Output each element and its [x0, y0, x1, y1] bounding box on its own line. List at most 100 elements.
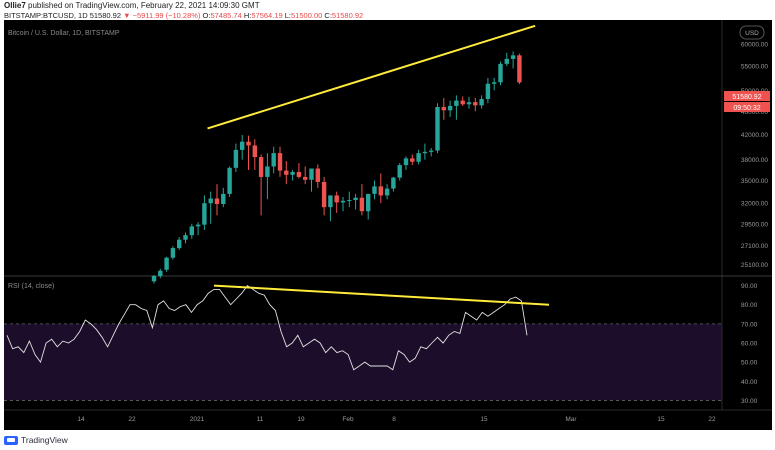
- candle-body: [397, 165, 402, 178]
- price-tick-label: 25100.00: [741, 262, 768, 269]
- time-tick-label: 19: [297, 416, 305, 423]
- price-tick-label: 27100.00: [741, 243, 768, 250]
- candle-body: [429, 150, 434, 152]
- candle-body: [158, 270, 163, 276]
- candle-body: [403, 158, 409, 166]
- chart-svg[interactable]: 60000.0055000.0050000.0046000.0042000.00…: [4, 20, 772, 430]
- candle-body: [447, 105, 453, 111]
- time-tick-label: 15: [480, 416, 488, 423]
- candle-body: [189, 226, 194, 236]
- chart-title: Bitcoin / U.S. Dollar, 1D, BITSTAMP: [8, 30, 120, 37]
- open-label: O:: [202, 11, 211, 20]
- candle-body: [240, 141, 245, 150]
- price-tick-label: 55000.00: [741, 64, 768, 71]
- open-value: 57485.74: [210, 11, 242, 20]
- price-change: ▼ −5911.99 (−10.28%): [123, 11, 201, 20]
- candle-body: [504, 58, 509, 64]
- time-tick-label: 15: [657, 416, 665, 423]
- candle-body: [391, 177, 396, 189]
- candle-body: [378, 186, 383, 196]
- tradingview-icon: [4, 435, 18, 445]
- published-text: published on TradingView.com, February 2…: [28, 1, 260, 10]
- publication-line: Ollie7 published on TradingView.com, Feb…: [4, 1, 260, 10]
- candle-body: [372, 186, 377, 194]
- candle-body: [290, 171, 295, 175]
- last-price: 51580.92: [89, 11, 122, 20]
- candle-body: [195, 224, 201, 227]
- rsi-tick-label: 60.00: [741, 341, 758, 348]
- last-price-tag: 51580.92 09:50:32: [724, 91, 770, 112]
- time-tick-label: 2021: [190, 416, 205, 423]
- candle-body: [466, 102, 472, 105]
- candle-body: [309, 168, 314, 180]
- candle-body: [353, 197, 358, 201]
- currency-label: USD: [745, 30, 759, 37]
- rsi-tick-label: 50.00: [741, 360, 758, 367]
- low-value: 51500.00: [291, 11, 323, 20]
- price-tick-label: 38000.00: [741, 157, 768, 164]
- candle-body: [473, 102, 478, 106]
- candle-body: [284, 170, 289, 175]
- symbol-label: BITSTAMP:BTCUSD, 1D: [4, 11, 88, 20]
- candle-body: [277, 153, 283, 171]
- countdown-tag-text: 09:50:32: [733, 105, 760, 112]
- candle-body: [258, 157, 264, 177]
- high-value: 57564.19: [251, 11, 283, 20]
- candle-body: [485, 83, 491, 100]
- tradingview-logo[interactable]: TradingView: [4, 435, 68, 445]
- candle-body: [517, 55, 522, 83]
- candle-body: [454, 100, 459, 106]
- time-tick-label: 22: [708, 416, 716, 423]
- candle-body: [340, 200, 346, 203]
- candle-body: [296, 171, 302, 177]
- chart-area[interactable]: 60000.0055000.0050000.0046000.0042000.00…: [4, 20, 772, 430]
- author-name[interactable]: Ollie7: [4, 1, 26, 10]
- price-tick-label: 32000.00: [741, 201, 768, 208]
- rsi-tick-label: 40.00: [741, 379, 758, 386]
- tradingview-brand: TradingView: [21, 435, 68, 445]
- candle-body: [252, 145, 257, 158]
- rsi-tick-label: 90.00: [741, 283, 758, 290]
- candle-body: [366, 193, 371, 212]
- low-label: L:: [284, 11, 292, 20]
- candle-body: [422, 151, 428, 154]
- candle-body: [359, 197, 365, 212]
- candle-body: [460, 100, 465, 105]
- publication-header: Ollie7 published on TradingView.com, Feb…: [0, 0, 775, 20]
- candle-body: [498, 63, 503, 83]
- candle-body: [170, 248, 176, 258]
- footer: TradingView: [0, 430, 775, 450]
- candle-body: [441, 106, 446, 111]
- candle-body: [233, 149, 239, 168]
- rsi-label: RSI (14, close): [8, 283, 54, 290]
- rsi-trendline: [213, 284, 550, 306]
- candle-body: [510, 55, 516, 59]
- price-trendline: [207, 24, 536, 130]
- price-tick-label: 29500.00: [741, 221, 768, 228]
- candle-body: [202, 203, 207, 225]
- candle-body: [177, 239, 182, 249]
- time-tick-label: 14: [77, 416, 85, 423]
- close-value: 51580.92: [331, 11, 364, 20]
- candle-body: [347, 200, 352, 202]
- candle-body: [208, 198, 213, 204]
- price-tick-label: 42000.00: [741, 132, 768, 139]
- rsi-tick-label: 30.00: [741, 398, 758, 405]
- last-price-tag-text: 51580.92: [732, 94, 761, 101]
- candle-body: [214, 198, 220, 204]
- time-tick-label: 8: [392, 416, 396, 423]
- price-tick-label: 35000.00: [741, 178, 768, 185]
- candle-body: [479, 99, 484, 106]
- candle-body: [221, 193, 226, 204]
- candle-body: [321, 181, 327, 208]
- high-label: H:: [243, 11, 252, 20]
- candle-body: [334, 195, 339, 203]
- rsi-tick-label: 80.00: [741, 302, 758, 309]
- currency-button[interactable]: USD: [739, 25, 765, 40]
- candle-body: [410, 158, 415, 162]
- time-tick-label: Mar: [565, 416, 577, 423]
- price-tick-label: 46000.00: [741, 109, 768, 116]
- candle-body: [315, 168, 320, 182]
- time-tick-label: 22: [128, 416, 136, 423]
- ohlc-line: BITSTAMP:BTCUSD, 1D 51580.92 ▼ −5911.99 …: [4, 11, 363, 20]
